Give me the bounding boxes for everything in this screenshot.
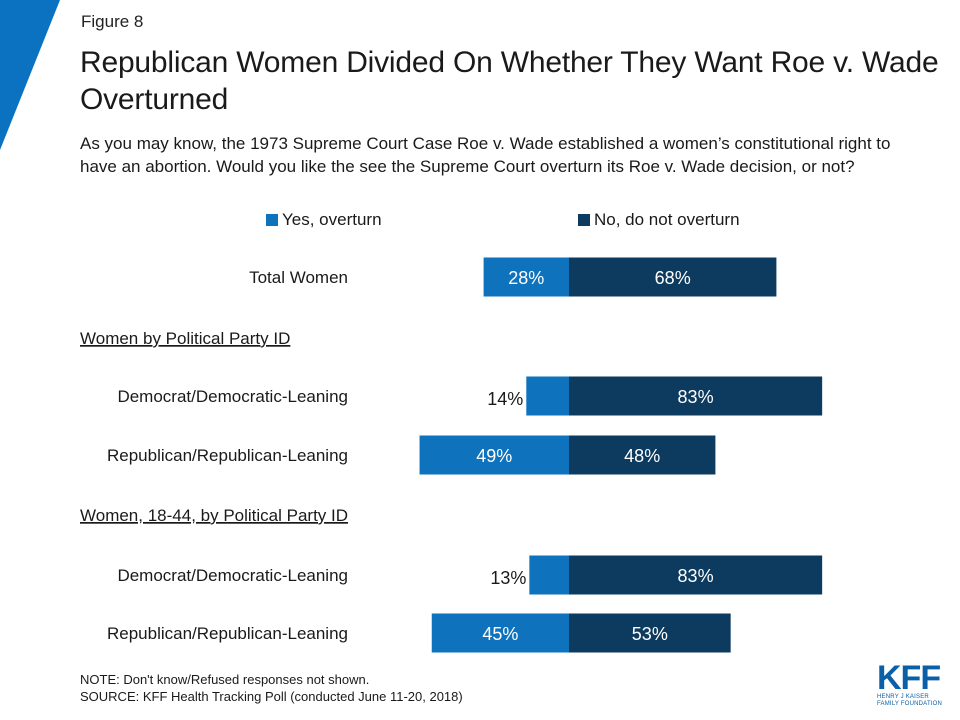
chart-title: Republican Women Divided On Whether They… <box>80 46 939 116</box>
corner-decoration <box>0 0 60 150</box>
bar-yes <box>529 555 569 595</box>
chart-notes: NOTE: Don't know/Refused responses not s… <box>80 671 463 705</box>
section-header: Women, 18-44, by Political Party ID <box>80 506 348 525</box>
bar-yes <box>431 613 569 653</box>
chart-subtitle: As you may know, the 1973 Supreme Court … <box>80 134 891 176</box>
bar-no <box>569 555 823 595</box>
data-label-no: 48% <box>624 446 660 466</box>
bar-no <box>569 376 823 416</box>
corner-triangle <box>0 0 60 150</box>
data-label-no: 83% <box>678 566 714 586</box>
bar-yes <box>526 376 569 416</box>
section-header: Women by Political Party ID <box>80 329 290 348</box>
legend: Yes, overturn No, do not overturn <box>0 210 960 234</box>
legend-swatch-no <box>578 214 590 226</box>
category-label: Republican/Republican-Leaning <box>107 446 348 465</box>
bar-no <box>569 257 777 297</box>
data-label-no: 53% <box>632 624 668 644</box>
figure-label: Figure 8 <box>81 12 144 31</box>
bar-no <box>569 613 731 653</box>
source-text: SOURCE: KFF Health Tracking Poll (conduc… <box>80 689 463 704</box>
bar-yes <box>419 435 569 475</box>
category-label: Total Women <box>249 268 348 287</box>
data-label-no: 68% <box>655 268 691 288</box>
bar-yes <box>483 257 569 297</box>
data-label-yes: 28% <box>508 268 544 288</box>
data-label-yes: 13% <box>490 568 526 588</box>
logo-mark: KFF <box>877 659 941 697</box>
category-label: Democrat/Democratic-Leaning <box>117 387 348 406</box>
legend-label-no: No, do not overturn <box>594 210 740 229</box>
legend-item-no: No, do not overturn <box>578 210 740 230</box>
data-label-yes: 14% <box>487 389 523 409</box>
data-label-yes: 49% <box>476 446 512 466</box>
logo-subtitle-2: FAMILY FOUNDATION <box>877 701 943 707</box>
data-label-yes: 45% <box>482 624 518 644</box>
legend-item-yes: Yes, overturn <box>266 210 382 230</box>
kff-logo: KFF HENRY J KAISER FAMILY FOUNDATION <box>877 659 947 708</box>
legend-label-yes: Yes, overturn <box>282 210 382 229</box>
data-label-no: 83% <box>678 387 714 407</box>
legend-swatch-yes <box>266 214 278 226</box>
note-text: NOTE: Don't know/Refused responses not s… <box>80 672 370 687</box>
logo-subtitle-1: HENRY J KAISER <box>877 694 929 700</box>
category-label: Democrat/Democratic-Leaning <box>117 566 348 585</box>
bar-no <box>569 435 716 475</box>
category-label: Republican/Republican-Leaning <box>107 624 348 643</box>
